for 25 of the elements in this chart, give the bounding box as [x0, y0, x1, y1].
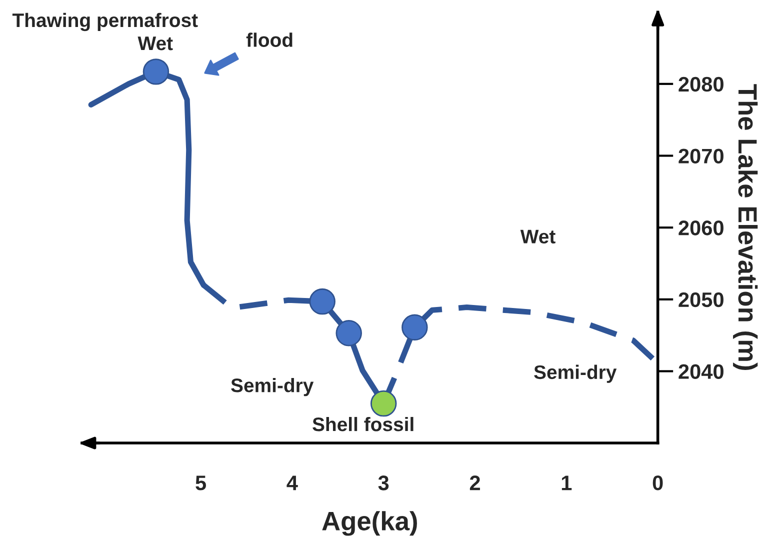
y-tick-label: 2080	[678, 76, 724, 92]
point	[336, 320, 362, 346]
annotation: Wet	[138, 36, 173, 50]
point	[309, 288, 336, 315]
annotation: Wet	[520, 230, 556, 244]
point	[142, 58, 170, 85]
x-tick-label: 0	[652, 476, 663, 490]
y-axis-title: The Lake Elevation (m)	[733, 84, 758, 370]
y-tick-label: 2070	[678, 148, 724, 164]
y-tick-label: 2060	[678, 220, 724, 236]
x-tick-label: 5	[196, 476, 206, 490]
point	[370, 390, 397, 417]
annotation: flood	[246, 32, 292, 47]
y-tick-label: 2040	[678, 364, 724, 379]
x-tick-label: 1	[562, 476, 572, 490]
x-tick-label: 2	[470, 476, 480, 490]
x-axis-title: Age(ka)	[322, 511, 417, 536]
annotation: Semi-dry	[534, 364, 617, 383]
x-tick-label: 4	[286, 476, 298, 490]
annotation: Thawing permafrost	[12, 12, 198, 32]
x-tick-label: 3	[378, 476, 389, 490]
y-tick-label: 2050	[678, 292, 724, 308]
annotation: Shell fossil	[312, 416, 414, 432]
point	[402, 314, 428, 341]
annotation: Semi-dry	[231, 378, 314, 396]
